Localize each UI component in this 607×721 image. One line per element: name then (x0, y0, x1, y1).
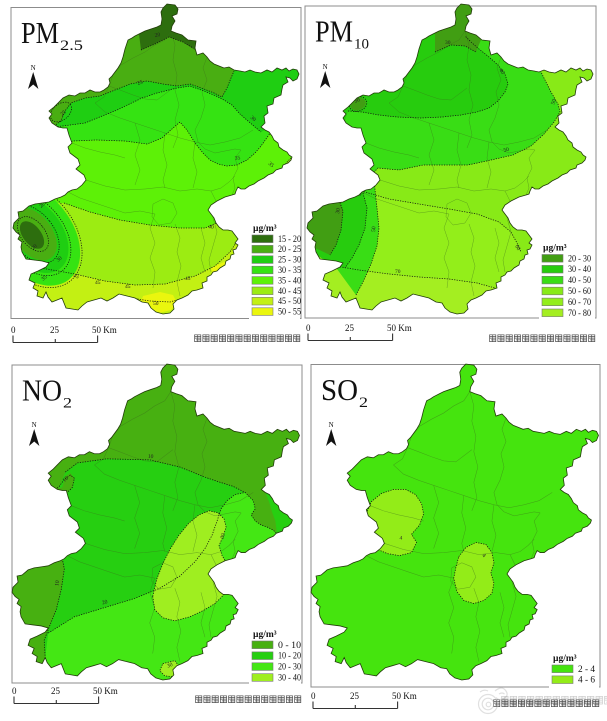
svg-text:60: 60 (513, 244, 521, 252)
svg-text:4: 4 (480, 553, 486, 559)
svg-text:N: N (32, 421, 37, 429)
svg-text:20: 20 (101, 599, 108, 606)
svg-text:45 - 50: 45 - 50 (278, 296, 301, 306)
svg-text:30: 30 (219, 533, 227, 541)
svg-text:70: 70 (395, 269, 401, 275)
svg-text:PM: PM (315, 14, 353, 49)
svg-text:20 - 30: 20 - 30 (278, 662, 301, 672)
svg-text:25: 25 (350, 691, 360, 701)
svg-text:10: 10 (148, 454, 154, 461)
svg-text:30 - 40: 30 - 40 (568, 264, 591, 274)
svg-text:35: 35 (267, 161, 275, 169)
svg-text:45: 45 (72, 273, 79, 280)
svg-text:0: 0 (306, 323, 311, 333)
svg-text:40: 40 (208, 224, 215, 231)
svg-text:70 - 80: 70 - 80 (568, 308, 591, 318)
svg-text:30: 30 (354, 97, 361, 105)
svg-text:50 Km: 50 Km (93, 686, 118, 696)
svg-text:30: 30 (335, 208, 342, 215)
svg-text:25: 25 (51, 686, 61, 696)
svg-text:4: 4 (399, 535, 402, 541)
svg-text:50 - 55: 50 - 55 (278, 307, 301, 317)
svg-text:25: 25 (50, 325, 60, 335)
svg-text:15 - 20: 15 - 20 (278, 234, 301, 244)
svg-text:2.5: 2.5 (60, 38, 83, 54)
svg-text:60 - 70: 60 - 70 (568, 297, 591, 307)
svg-text:10: 10 (54, 580, 61, 587)
svg-text:25: 25 (59, 109, 67, 117)
svg-text:40 - 50: 40 - 50 (568, 275, 591, 285)
svg-text:10: 10 (354, 37, 369, 53)
svg-text:N: N (329, 421, 334, 429)
svg-text:0 - 10: 0 - 10 (278, 640, 301, 650)
svg-text:0: 0 (12, 686, 17, 696)
svg-text:25: 25 (137, 79, 144, 87)
svg-text:30 - 35: 30 - 35 (278, 265, 301, 275)
svg-text:50: 50 (371, 226, 377, 232)
svg-text:50: 50 (550, 98, 558, 105)
svg-text:2 - 4: 2 - 4 (578, 664, 595, 674)
svg-text:45: 45 (95, 280, 101, 286)
svg-text:25 - 30: 25 - 30 (278, 255, 301, 265)
svg-text:10: 10 (62, 475, 70, 483)
svg-text:50 - 60: 50 - 60 (568, 286, 591, 296)
svg-text:45: 45 (125, 284, 131, 290)
svg-text:µg/m³: µg/m³ (253, 630, 277, 640)
svg-text:50 Km: 50 Km (392, 691, 417, 701)
svg-text:µg/m³: µg/m³ (253, 224, 277, 234)
svg-text:µg/m³: µg/m³ (543, 244, 567, 254)
svg-text:50: 50 (503, 147, 510, 154)
svg-text:30: 30 (166, 662, 173, 670)
svg-text:30: 30 (249, 115, 257, 123)
svg-text:20: 20 (38, 201, 46, 209)
svg-text:10 - 20: 10 - 20 (278, 651, 301, 661)
svg-text:45: 45 (185, 276, 191, 282)
svg-text:20: 20 (154, 32, 161, 39)
svg-text:20 - 25: 20 - 25 (278, 244, 301, 254)
svg-text:50 Km: 50 Km (387, 323, 412, 333)
svg-text:PM: PM (21, 15, 59, 50)
svg-text:30: 30 (55, 255, 63, 263)
svg-text:N: N (31, 64, 36, 72)
svg-text:NO: NO (22, 373, 62, 408)
svg-text:N: N (323, 63, 328, 71)
svg-text:0: 0 (311, 691, 316, 701)
svg-text:2: 2 (63, 396, 72, 412)
svg-text:4 - 6: 4 - 6 (578, 675, 595, 685)
svg-text:40: 40 (497, 68, 505, 76)
svg-text:0: 0 (11, 325, 16, 335)
svg-text:50: 50 (153, 301, 159, 307)
svg-text:2: 2 (359, 395, 368, 411)
svg-text:50 Km: 50 Km (92, 325, 117, 335)
svg-text:35 - 40: 35 - 40 (278, 275, 301, 285)
svg-text:30: 30 (445, 40, 451, 46)
svg-text:40 - 45: 40 - 45 (278, 286, 301, 296)
svg-text:20 - 30: 20 - 30 (568, 253, 591, 263)
svg-text:20: 20 (30, 243, 38, 251)
svg-text:25: 25 (345, 323, 355, 333)
svg-text:µg/m³: µg/m³ (553, 654, 577, 664)
svg-text:30 - 40: 30 - 40 (278, 673, 301, 683)
svg-text:35: 35 (40, 274, 48, 282)
svg-text:35: 35 (234, 155, 241, 162)
svg-text:SO: SO (321, 372, 358, 407)
